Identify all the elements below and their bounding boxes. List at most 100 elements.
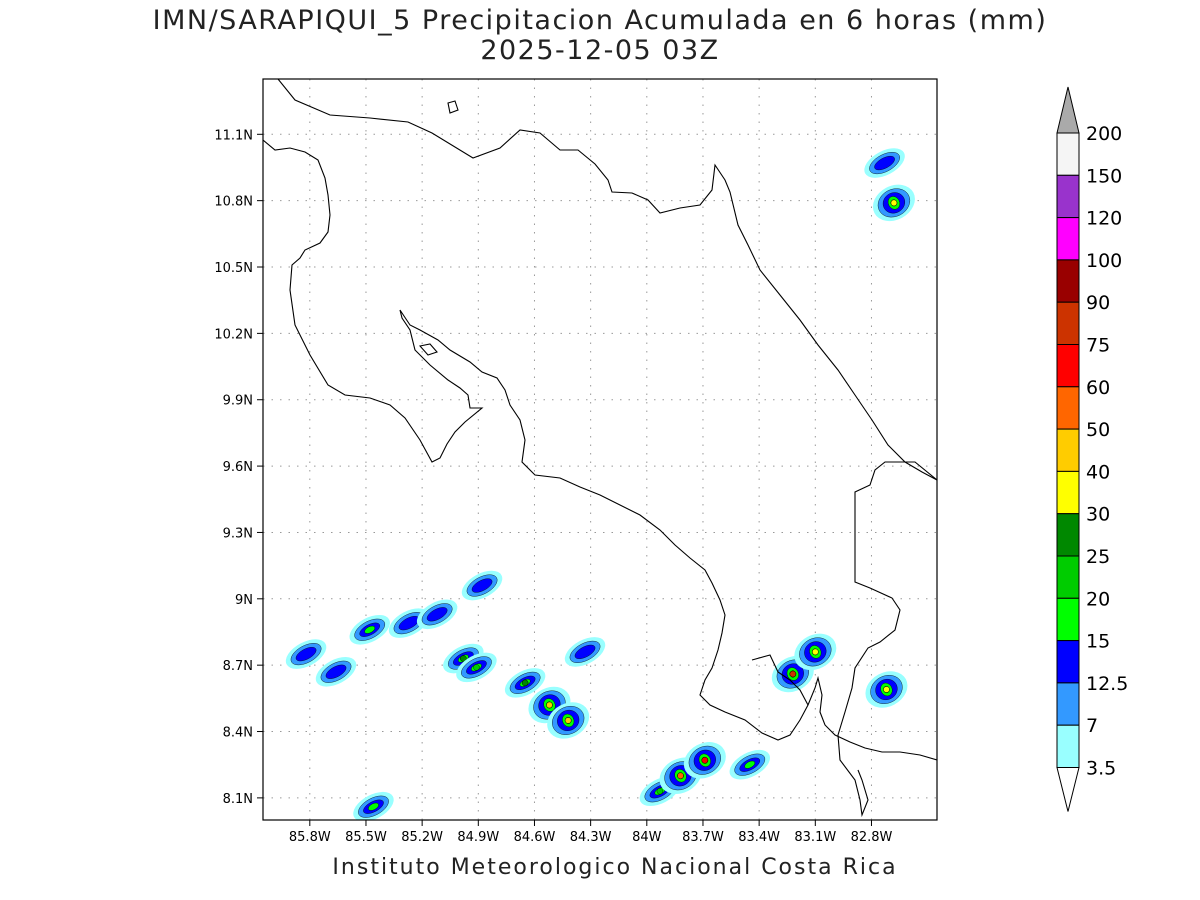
rain-contour-level	[744, 760, 756, 769]
legend-label: 40	[1086, 461, 1110, 483]
coastline-border-panama	[837, 461, 937, 818]
rain-cell	[456, 652, 497, 683]
coastline-pacific	[277, 79, 937, 481]
legend-under-arrow	[1056, 767, 1080, 812]
rain-cell	[794, 633, 837, 671]
coastline-osa-peninsula	[751, 654, 809, 706]
y-tick-label: 10.2N	[214, 327, 253, 342]
legend-swatch	[1056, 555, 1080, 599]
y-tick-label: 10.5N	[214, 261, 253, 276]
longitude-axis: 85.8W 85.5W 85.2W 84.9W 84.6W 84.3W 84W 83.7W 83…	[289, 820, 893, 845]
legend-swatch	[1056, 386, 1080, 430]
legend-swatch	[1056, 301, 1080, 346]
rain-contour-level	[426, 607, 448, 622]
legend-swatch	[1056, 513, 1080, 557]
y-tick-label: 8.4N	[223, 726, 253, 741]
x-tick-label: 85.2W	[401, 830, 443, 845]
rain-contour-level	[564, 717, 572, 724]
legend-swatch	[1056, 597, 1080, 642]
island-ometepe	[447, 100, 459, 114]
coastline-nicoya-caribbean	[263, 139, 937, 761]
legend-swatch	[1056, 724, 1080, 769]
legend-label: 12.5	[1086, 673, 1128, 695]
rain-contour-level	[789, 670, 797, 678]
legend-swatch	[1056, 174, 1080, 219]
legend-swatch	[1056, 344, 1080, 388]
rain-contour-level	[521, 679, 529, 687]
rain-cell	[864, 148, 905, 178]
rain-cell	[729, 749, 771, 780]
rain-cell	[353, 791, 394, 820]
rain-cell	[315, 657, 357, 687]
y-tick-label: 8.7N	[223, 659, 253, 674]
rain-cell	[872, 184, 915, 222]
x-tick-label: 82.8W	[851, 830, 893, 845]
rain-cell	[285, 639, 327, 669]
legend-label: 200	[1086, 123, 1122, 145]
rain-contour-level	[368, 802, 379, 811]
x-tick-label: 83.4W	[738, 830, 780, 845]
legend-label: 25	[1086, 546, 1110, 568]
y-tick-label: 9.9N	[223, 394, 253, 409]
rain-contour-level	[546, 701, 553, 709]
rain-contour-level	[812, 648, 819, 656]
legend-label: 3.5	[1086, 758, 1116, 780]
x-tick-label: 84.6W	[514, 830, 556, 845]
legend-label: 100	[1086, 250, 1122, 272]
legend-swatch	[1056, 428, 1080, 472]
legend-label: 7	[1086, 715, 1098, 737]
rain-contour-level	[574, 644, 596, 659]
map-valid-time: 2025-12-05 03Z	[480, 35, 720, 66]
rain-cell	[461, 570, 503, 601]
map-frame	[262, 78, 938, 821]
rain-contour-level	[325, 664, 347, 679]
rain-cell	[683, 742, 726, 779]
x-tick-label: 84.9W	[457, 830, 499, 845]
rain-cell	[416, 599, 458, 630]
x-tick-label: 83.7W	[682, 830, 724, 845]
legend-label: 15	[1086, 631, 1110, 653]
x-tick-label: 84.3W	[570, 830, 612, 845]
rain-contour-level	[883, 686, 890, 693]
map-gridlines	[263, 79, 937, 820]
rain-contour-level	[364, 625, 376, 634]
rain-contour-level	[473, 664, 480, 671]
rain-cell	[865, 671, 908, 708]
legend-swatch	[1056, 470, 1080, 515]
footer-credit: Instituto Meteorologico Nacional Costa R…	[332, 855, 898, 880]
legend-label: 20	[1086, 588, 1110, 610]
y-tick-label: 11.1N	[214, 128, 253, 143]
legend-swatch	[1056, 259, 1080, 303]
legend-label: 90	[1086, 292, 1110, 314]
rain-contour-level	[656, 788, 664, 795]
rain-contour-level	[295, 647, 317, 662]
rain-contour-level	[890, 199, 898, 207]
rain-cell	[547, 702, 590, 739]
legend-over-arrow	[1056, 86, 1080, 134]
rain-contour-level	[874, 155, 895, 171]
rain-contour-level	[471, 578, 493, 593]
x-tick-label: 83.1W	[794, 830, 836, 845]
rainfall-layer	[285, 148, 915, 820]
rain-contour-level	[701, 757, 709, 764]
y-tick-label: 10.8N	[214, 195, 253, 210]
rain-contour-level	[677, 772, 684, 779]
x-tick-label: 85.5W	[345, 830, 387, 845]
legend-label: 75	[1086, 335, 1110, 357]
legend-swatch	[1056, 217, 1080, 261]
y-tick-label: 9N	[235, 593, 253, 608]
legend-label: 30	[1086, 504, 1110, 526]
rain-cell	[564, 637, 606, 667]
rain-cell	[349, 614, 390, 645]
legend-label: 50	[1086, 419, 1110, 441]
x-tick-label: 85.8W	[289, 830, 331, 845]
legend-label: 60	[1086, 377, 1110, 399]
x-tick-label: 84W	[632, 830, 662, 845]
y-tick-label: 9.6N	[223, 460, 253, 475]
y-tick-label: 9.3N	[223, 526, 253, 541]
latitude-axis: 11.1N 10.8N 10.5N 10.2N 9.9N 9.6N 9.3N 9N 8.7N 8.…	[214, 128, 263, 807]
map-title: IMN/SARAPIQUI_5 Precipitacion Acumulada …	[152, 5, 1048, 36]
legend-label: 120	[1086, 208, 1122, 230]
y-tick-label: 8.1N	[223, 792, 253, 807]
